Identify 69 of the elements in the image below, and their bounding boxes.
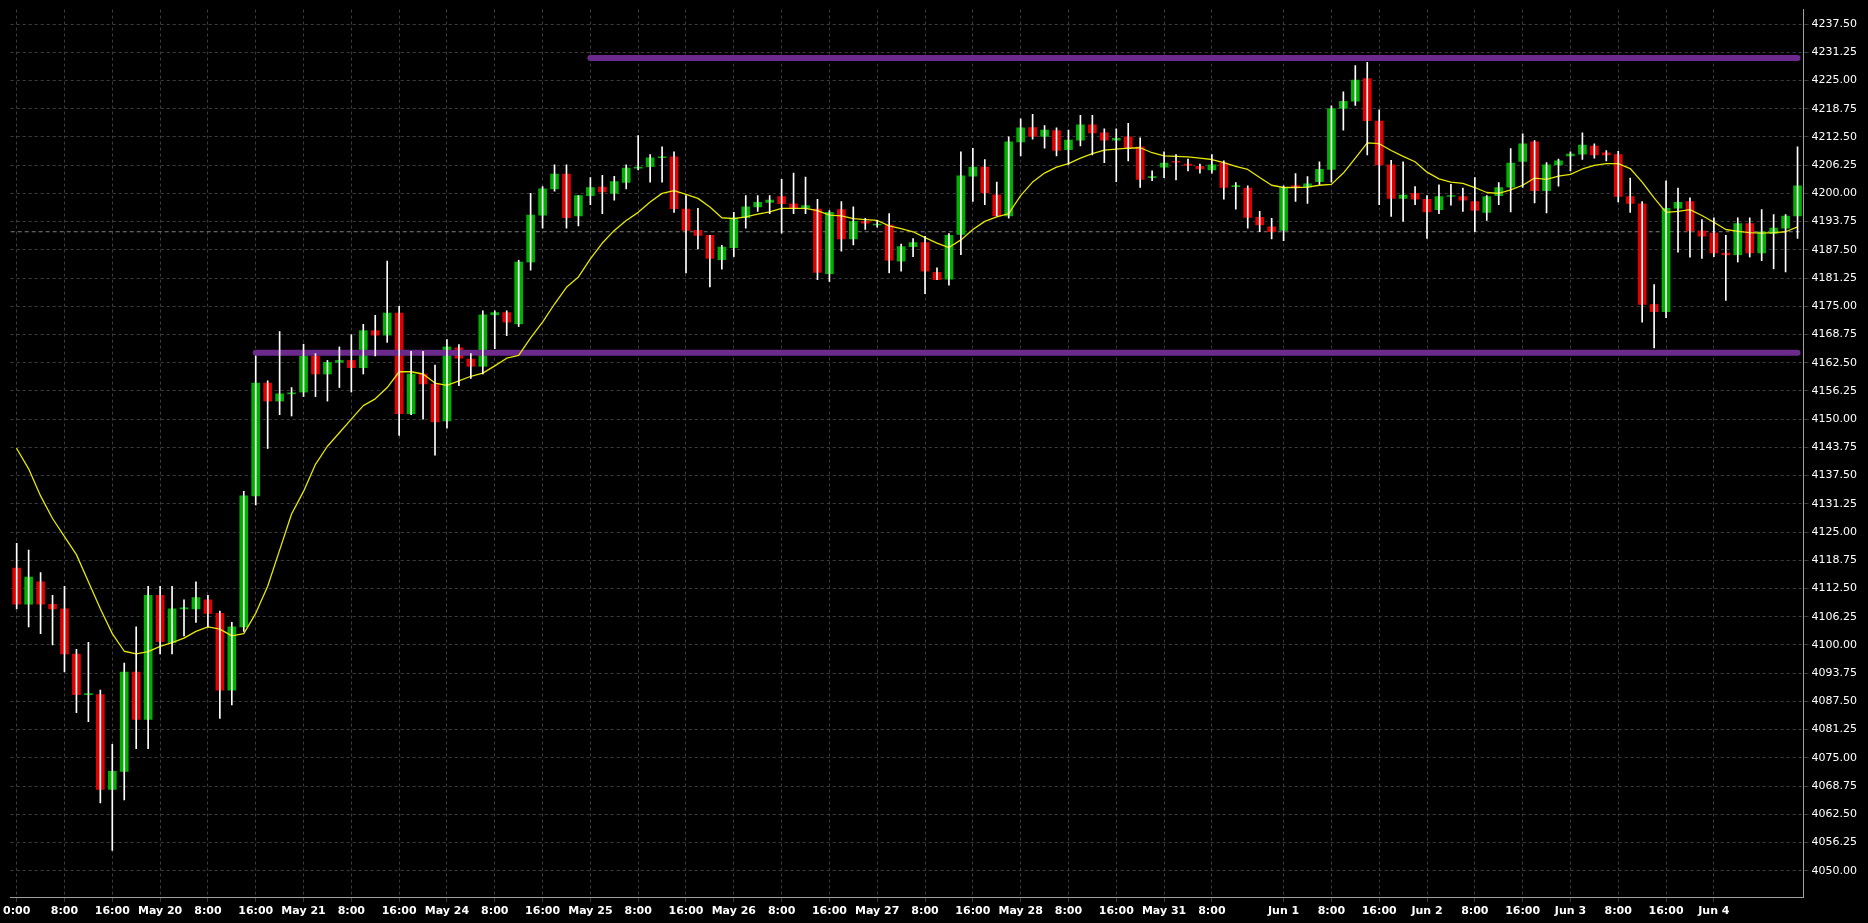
x-tick-label: 8:00	[1198, 904, 1226, 918]
y-tick-label: 4106.25	[1811, 609, 1858, 623]
y-tick-label: 4156.25	[1811, 383, 1858, 397]
y-tick-label: 4100.00	[1811, 637, 1858, 651]
y-tick-label: 4068.75	[1811, 778, 1858, 792]
candlestick	[1231, 182, 1241, 210]
y-tick-label: 4206.25	[1811, 158, 1858, 172]
x-tick-label: 8:00	[337, 904, 366, 918]
y-tick-label: 4150.00	[1811, 412, 1858, 426]
y-tick-label: 4056.25	[1811, 835, 1858, 849]
y-tick-label: 4181.25	[1811, 270, 1858, 284]
x-tick-label: 8:00	[1604, 904, 1633, 918]
x-tick-label: 16:00	[955, 904, 991, 918]
x-tick-label: 16:00	[525, 904, 561, 918]
x-tick-label: Jun 2	[1410, 904, 1443, 918]
y-tick-label: 4212.50	[1811, 129, 1858, 143]
x-tick-label: Jun 4	[1697, 904, 1730, 918]
x-tick-label: 8:00	[481, 904, 509, 918]
y-tick-label: 4093.75	[1811, 666, 1858, 680]
x-tick-label: 8:00	[1317, 904, 1346, 918]
x-tick-label: 16:00	[1098, 904, 1135, 918]
y-tick-label: 4175.00	[1811, 299, 1858, 313]
y-tick-label: 4125.00	[1811, 524, 1858, 538]
x-tick-label: 16:00	[381, 904, 417, 918]
x-tick-label: 16:00	[94, 904, 131, 918]
y-tick-label: 4087.50	[1811, 694, 1858, 708]
x-tick-label: May 25	[568, 904, 613, 918]
x-tick-label: 8:00	[1054, 904, 1083, 918]
y-tick-label: 4237.50	[1811, 16, 1858, 30]
x-tick-label: 8:00	[624, 904, 653, 918]
x-tick-label: May 28	[998, 904, 1043, 918]
y-tick-label: 4218.75	[1811, 101, 1858, 115]
x-tick-label: May 26	[711, 904, 757, 918]
y-tick-label: 4231.25	[1811, 45, 1858, 59]
y-tick-label: 4168.75	[1811, 327, 1858, 341]
y-tick-label: 4187.50	[1811, 242, 1858, 256]
x-tick-label: Jun 1	[1266, 904, 1300, 918]
x-tick-label: 16:00	[1648, 904, 1684, 918]
candlestick	[860, 217, 870, 230]
x-tick-label: May 20	[137, 904, 183, 918]
y-tick-label: 4137.50	[1811, 468, 1858, 482]
x-tick-label: May 21	[281, 904, 326, 918]
x-tick-label: May 24	[424, 904, 470, 918]
x-tick-label: Jun 3	[1553, 904, 1587, 918]
y-tick-label: 4193.75	[1811, 214, 1858, 228]
x-tick-label: May 31	[1141, 904, 1187, 918]
y-tick-label: 4081.25	[1811, 722, 1858, 736]
y-tick-label: 4143.75	[1811, 440, 1858, 454]
x-tick-label: 16:00	[1361, 904, 1398, 918]
x-tick-label: 0:00	[2, 904, 31, 918]
y-tick-label: 4162.50	[1811, 355, 1858, 369]
y-tick-label: 4075.00	[1811, 750, 1858, 764]
y-tick-label: 4225.00	[1811, 73, 1858, 87]
y-tick-label: 4200.00	[1811, 186, 1858, 200]
y-tick-label: 4050.00	[1811, 863, 1858, 877]
y-tick-label: 4118.75	[1811, 553, 1858, 567]
x-tick-label: 8:00	[194, 904, 222, 918]
x-tick-label: May 27	[855, 904, 900, 918]
x-tick-label: 16:00	[811, 904, 848, 918]
y-tick-label: 4131.25	[1811, 496, 1858, 510]
x-tick-label: 8:00	[1461, 904, 1489, 918]
x-tick-label: 8:00	[50, 904, 79, 918]
x-tick-label: 16:00	[238, 904, 274, 918]
y-tick-label: 4062.50	[1811, 807, 1858, 821]
x-tick-label: 16:00	[668, 904, 704, 918]
x-tick-label: 8:00	[767, 904, 796, 918]
y-tick-label: 4112.50	[1811, 581, 1858, 595]
x-tick-label: 16:00	[1505, 904, 1541, 918]
x-tick-label: 8:00	[911, 904, 940, 918]
